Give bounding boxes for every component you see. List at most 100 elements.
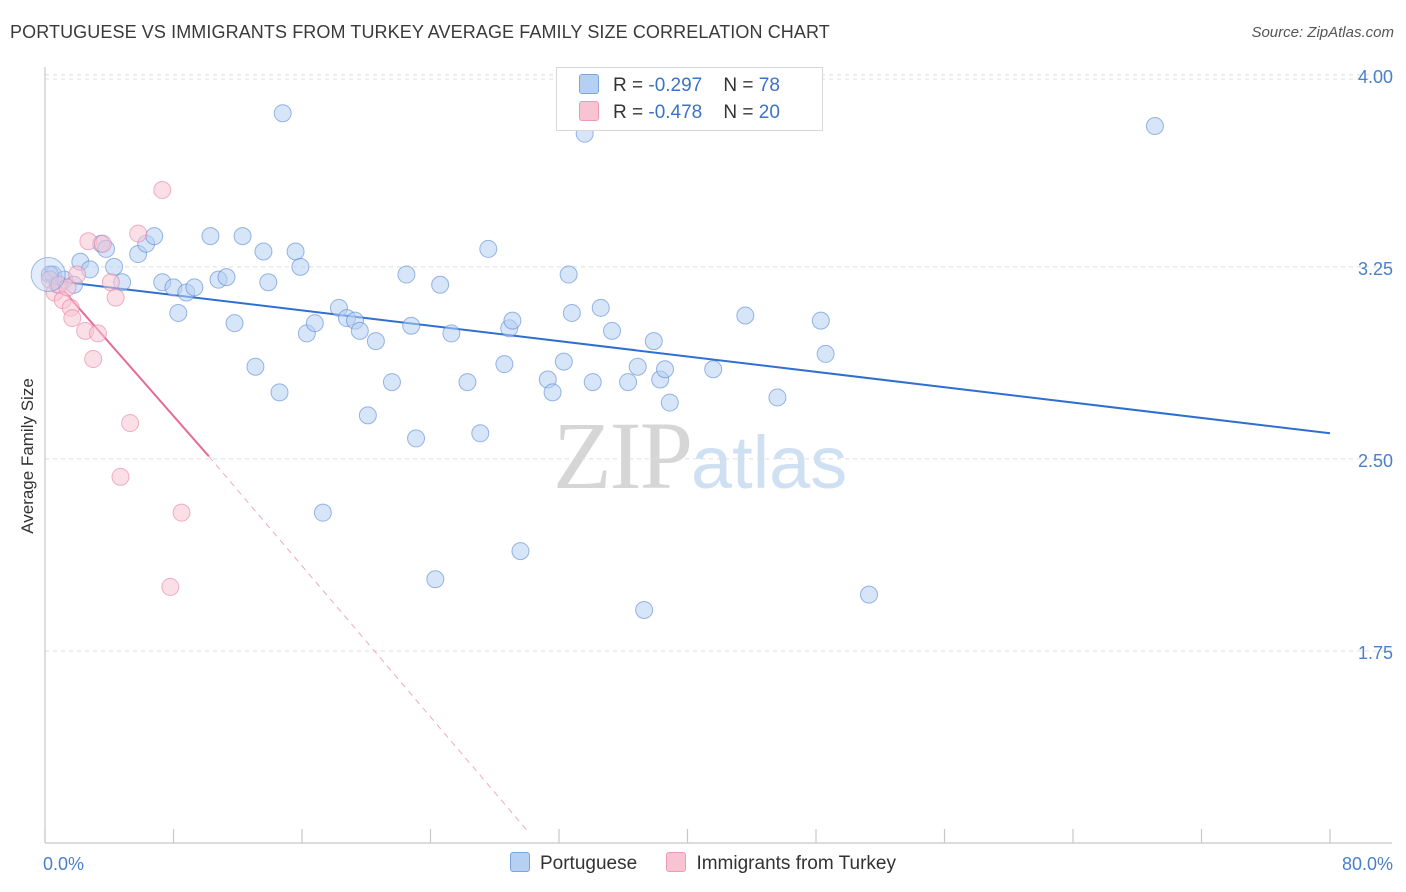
point-portuguese bbox=[246, 357, 265, 376]
point-portuguese bbox=[313, 503, 332, 522]
point-portuguese bbox=[635, 600, 654, 619]
point-portuguese bbox=[442, 324, 461, 343]
legend-item-turkey: Immigrants from Turkey bbox=[666, 852, 896, 875]
legend-n-label: N = bbox=[723, 75, 759, 96]
point-portuguese bbox=[559, 265, 578, 284]
legend-r-value: -0.297 bbox=[648, 75, 703, 96]
point-portuguese bbox=[431, 275, 450, 294]
legend-n-label: N = bbox=[723, 102, 759, 123]
point-portuguese bbox=[291, 257, 310, 276]
y-tick-label: 1.75 bbox=[1358, 643, 1393, 663]
correlation-legend: R = -0.297 N = 78 R = -0.478 N = 20 bbox=[556, 67, 823, 131]
legend-swatch-turkey bbox=[579, 101, 599, 121]
y-tick-label: 4.00 bbox=[1358, 67, 1393, 87]
point-portuguese bbox=[471, 424, 490, 443]
trend-line-portuguese bbox=[44, 278, 1331, 435]
point-portuguese bbox=[583, 373, 602, 392]
point-portuguese bbox=[495, 355, 514, 374]
point-portuguese bbox=[644, 332, 663, 351]
point-portuguese bbox=[270, 383, 289, 402]
point-portuguese bbox=[397, 265, 416, 284]
point-portuguese bbox=[511, 542, 530, 561]
point-portuguese bbox=[816, 344, 835, 363]
point-portuguese bbox=[554, 352, 573, 371]
point-portuguese bbox=[1145, 117, 1164, 136]
point-turkey bbox=[84, 350, 103, 369]
watermark-zip: ZIP bbox=[553, 402, 693, 509]
legend-r-value: -0.478 bbox=[648, 102, 703, 123]
point-portuguese bbox=[402, 316, 421, 335]
point-portuguese bbox=[185, 278, 204, 297]
point-turkey bbox=[111, 467, 130, 486]
legend-r-label: R = bbox=[613, 102, 649, 123]
point-portuguese bbox=[217, 268, 236, 287]
point-portuguese bbox=[201, 227, 220, 246]
legend-n-value: 20 bbox=[758, 102, 780, 123]
point-portuguese bbox=[105, 257, 124, 276]
point-portuguese bbox=[811, 311, 830, 330]
legend-label-portuguese: Portuguese bbox=[539, 853, 638, 874]
point-turkey bbox=[172, 503, 191, 522]
point-portuguese bbox=[286, 242, 305, 261]
point-portuguese bbox=[736, 306, 755, 325]
point-portuguese bbox=[407, 429, 426, 448]
axes bbox=[44, 67, 1392, 844]
legend-row-turkey: R = -0.478 N = 20 bbox=[579, 101, 780, 127]
legend-r-label: R = bbox=[613, 75, 649, 96]
legend-swatch-portuguese bbox=[579, 74, 599, 94]
point-portuguese-large bbox=[30, 257, 66, 293]
watermark-atlas: atlas bbox=[691, 421, 848, 504]
trend-lines bbox=[44, 268, 1331, 831]
point-portuguese bbox=[225, 314, 244, 333]
point-portuguese bbox=[860, 585, 879, 604]
point-turkey bbox=[153, 181, 172, 200]
point-turkey bbox=[121, 414, 140, 433]
point-portuguese bbox=[169, 303, 188, 322]
y-tick-label: 3.25 bbox=[1358, 259, 1393, 279]
point-portuguese bbox=[350, 321, 369, 340]
legend-swatch-turkey bbox=[666, 852, 687, 872]
point-portuguese bbox=[656, 360, 675, 379]
x-tick-label-min: 0.0% bbox=[43, 854, 84, 874]
point-portuguese bbox=[426, 570, 445, 589]
point-portuguese bbox=[768, 388, 787, 407]
point-portuguese bbox=[603, 321, 622, 340]
point-turkey bbox=[161, 577, 180, 596]
point-portuguese bbox=[704, 360, 723, 379]
point-portuguese bbox=[366, 332, 385, 351]
point-portuguese bbox=[233, 227, 252, 246]
point-portuguese bbox=[619, 373, 638, 392]
zipatlas-watermark: ZIPatlas bbox=[553, 400, 847, 511]
trend-line-turkey-extension bbox=[208, 456, 528, 831]
point-turkey bbox=[93, 234, 112, 253]
point-portuguese bbox=[259, 273, 278, 292]
point-portuguese bbox=[479, 239, 498, 258]
legend-n-value: 78 bbox=[758, 75, 780, 96]
point-turkey bbox=[106, 288, 125, 307]
point-turkey bbox=[63, 309, 82, 328]
legend-row-portuguese: R = -0.297 N = 78 bbox=[579, 74, 780, 100]
point-portuguese bbox=[458, 373, 477, 392]
point-portuguese bbox=[591, 298, 610, 317]
source-label: Source: ZipAtlas.com bbox=[1251, 24, 1394, 41]
point-turkey bbox=[89, 324, 108, 343]
point-turkey bbox=[101, 273, 120, 292]
axis-labels: 1.75 2.50 3.25 4.00 0.0% 80.0% Average Family … bbox=[18, 67, 1393, 874]
point-portuguese bbox=[382, 373, 401, 392]
y-axis-title: Average Family Size bbox=[18, 378, 37, 534]
point-portuguese bbox=[358, 406, 377, 425]
point-turkey bbox=[68, 265, 87, 284]
legend-item-portuguese: Portuguese bbox=[509, 852, 638, 875]
point-portuguese bbox=[503, 311, 522, 330]
legend-swatch-portuguese bbox=[509, 852, 530, 872]
data-points bbox=[30, 104, 1164, 619]
legend-label-turkey: Immigrants from Turkey bbox=[696, 853, 896, 874]
point-portuguese bbox=[660, 393, 679, 412]
point-portuguese bbox=[254, 242, 273, 261]
chart-title: PORTUGUESE VS IMMIGRANTS FROM TURKEY AVE… bbox=[10, 22, 830, 42]
point-turkey bbox=[129, 224, 148, 243]
point-portuguese bbox=[305, 314, 324, 333]
point-portuguese bbox=[273, 104, 292, 123]
series-legend: Portuguese Immigrants from Turkey bbox=[0, 852, 1406, 875]
